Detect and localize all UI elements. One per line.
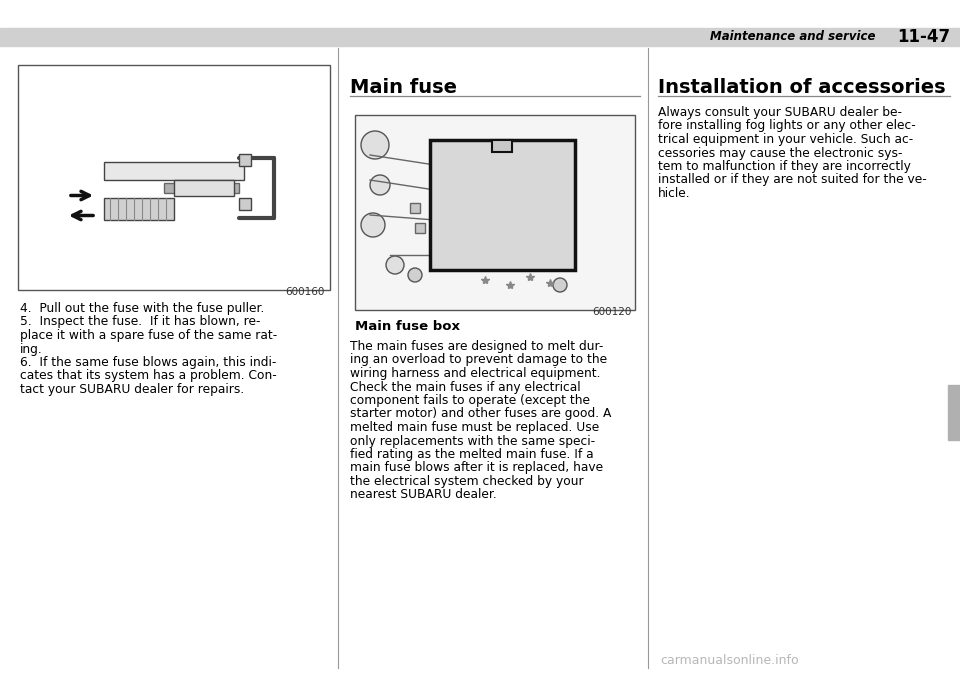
Text: Maintenance and service: Maintenance and service [709, 31, 875, 43]
Text: starter motor) and other fuses are good. A: starter motor) and other fuses are good.… [350, 407, 612, 420]
Text: Main fuse: Main fuse [350, 78, 457, 97]
Text: 600120: 600120 [592, 307, 632, 317]
Text: fore installing fog lights or any other elec-: fore installing fog lights or any other … [658, 119, 916, 132]
Text: only replacements with the same speci-: only replacements with the same speci- [350, 435, 595, 447]
Text: carmanualsonline.info: carmanualsonline.info [660, 654, 800, 667]
Bar [492, 140, 512, 152]
Bar [239, 197, 251, 210]
Text: tact your SUBARU dealer for repairs.: tact your SUBARU dealer for repairs. [20, 383, 244, 396]
Text: 11-47: 11-47 [897, 28, 950, 46]
Bar [164, 182, 239, 193]
Text: melted main fuse must be replaced. Use: melted main fuse must be replaced. Use [350, 421, 599, 434]
Text: 5.  Inspect the fuse.  If it has blown, re-: 5. Inspect the fuse. If it has blown, re… [20, 315, 260, 329]
Text: 6.  If the same fuse blows again, this indi-: 6. If the same fuse blows again, this in… [20, 356, 276, 369]
Bar [430, 140, 575, 270]
Text: hicle.: hicle. [658, 187, 690, 200]
Circle shape [370, 175, 390, 195]
Text: wiring harness and electrical equipment.: wiring harness and electrical equipment. [350, 367, 601, 380]
Text: Always consult your SUBARU dealer be-: Always consult your SUBARU dealer be- [658, 106, 902, 119]
Circle shape [553, 278, 567, 292]
Text: place it with a spare fuse of the same rat-: place it with a spare fuse of the same r… [20, 329, 277, 342]
Bar [104, 197, 174, 220]
Text: Installation of accessories: Installation of accessories [658, 78, 946, 97]
Text: ing an overload to prevent damage to the: ing an overload to prevent damage to the [350, 353, 607, 367]
Text: nearest SUBARU dealer.: nearest SUBARU dealer. [350, 489, 496, 502]
Text: cessories may cause the electronic sys-: cessories may cause the electronic sys- [658, 146, 902, 159]
Text: installed or if they are not suited for the ve-: installed or if they are not suited for … [658, 174, 926, 186]
Text: The main fuses are designed to melt dur-: The main fuses are designed to melt dur- [350, 340, 604, 353]
Bar [239, 153, 251, 165]
Bar [410, 203, 420, 213]
Text: component fails to operate (except the: component fails to operate (except the [350, 394, 590, 407]
Text: cates that its system has a problem. Con-: cates that its system has a problem. Con… [20, 370, 276, 382]
Text: Check the main fuses if any electrical: Check the main fuses if any electrical [350, 380, 581, 393]
Circle shape [361, 213, 385, 237]
Bar [18, 65, 330, 290]
Bar [104, 161, 244, 180]
Text: 600160: 600160 [286, 287, 325, 297]
Bar [0, 28, 960, 46]
Text: 4.  Pull out the fuse with the fuse puller.: 4. Pull out the fuse with the fuse pulle… [20, 302, 264, 315]
Circle shape [361, 131, 389, 159]
Text: main fuse blows after it is replaced, have: main fuse blows after it is replaced, ha… [350, 462, 603, 475]
Text: fied rating as the melted main fuse. If a: fied rating as the melted main fuse. If … [350, 448, 593, 461]
Bar [948, 385, 960, 440]
Circle shape [408, 268, 422, 282]
Circle shape [386, 256, 404, 274]
Text: the electrical system checked by your: the electrical system checked by your [350, 475, 584, 488]
Text: Main fuse box: Main fuse box [355, 320, 460, 333]
Bar [355, 115, 635, 310]
Text: ing.: ing. [20, 342, 43, 355]
Text: tem to malfunction if they are incorrectly: tem to malfunction if they are incorrect… [658, 160, 911, 173]
Bar [174, 180, 234, 195]
Bar [415, 223, 425, 233]
Text: trical equipment in your vehicle. Such ac-: trical equipment in your vehicle. Such a… [658, 133, 913, 146]
